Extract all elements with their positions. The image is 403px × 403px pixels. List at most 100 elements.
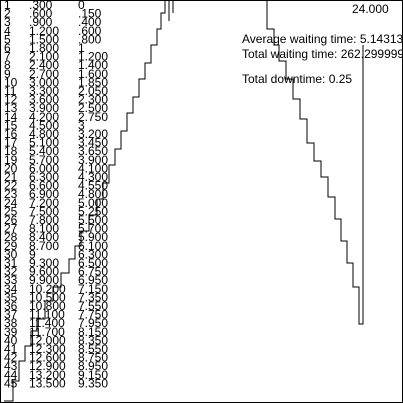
row-service: 2.750 — [78, 110, 108, 124]
row-index: 23 — [4, 187, 18, 201]
row-index: 1 — [4, 1, 11, 12]
row-index: 18 — [4, 144, 18, 158]
row-service: 1.850 — [78, 75, 108, 89]
row-arrival: 5.400 — [29, 144, 59, 158]
row-service: 6.500 — [78, 256, 108, 270]
row-arrival: 4.800 — [29, 127, 59, 141]
row-service: 2.050 — [78, 84, 108, 98]
row-index: 30 — [4, 247, 18, 261]
row-arrival: 8.400 — [29, 230, 59, 244]
row-service: 7.350 — [78, 290, 108, 304]
row-arrival: 1.200 — [29, 24, 59, 38]
row-service: 3.650 — [78, 144, 108, 158]
row-index: 35 — [4, 290, 18, 304]
row-arrival: 8.100 — [29, 222, 59, 236]
row-arrival: 11.400 — [29, 316, 65, 330]
row-arrival: 11.100 — [29, 308, 65, 322]
row-service: 7.750 — [78, 308, 108, 322]
row-arrival: 1.800 — [29, 41, 59, 55]
row-service: 4.100 — [78, 161, 108, 175]
row-arrival: 9 — [29, 247, 36, 261]
row-service: 8.750 — [78, 351, 108, 365]
row-arrival: 2.100 — [29, 50, 59, 64]
row-index: 10 — [4, 75, 18, 89]
row-service: 3 — [78, 118, 85, 132]
row-arrival: 10.200 — [29, 282, 66, 296]
row-arrival: 5.100 — [29, 136, 59, 150]
row-arrival: 6.600 — [29, 179, 59, 193]
row-index: 44 — [4, 368, 18, 382]
row-service: 4.550 — [78, 179, 108, 193]
row-service: 8.550 — [78, 342, 108, 356]
row-arrival: 3.300 — [29, 84, 59, 98]
row-index: 27 — [4, 222, 18, 236]
row-arrival: 6.000 — [29, 161, 59, 175]
row-service: 7.950 — [78, 316, 108, 330]
row-service: 1.600 — [78, 67, 108, 81]
row-service: 6.750 — [78, 265, 108, 279]
row-arrival: 4.200 — [29, 110, 59, 124]
row-service: 4.800 — [78, 187, 108, 201]
average-waiting-time-label: Average waiting time: 5.1431372 — [242, 32, 403, 46]
row-service: 9.350 — [78, 376, 108, 390]
row-arrival: 10.800 — [29, 299, 66, 313]
row-index: 26 — [4, 213, 18, 227]
row-arrival: 7.800 — [29, 213, 59, 227]
row-arrival: 6.900 — [29, 187, 59, 201]
row-arrival: 5.700 — [29, 153, 59, 167]
row-arrival: 11.700 — [29, 325, 65, 339]
row-index: 7 — [4, 50, 11, 64]
row-arrival: 3.600 — [29, 93, 59, 107]
row-service: 2.300 — [78, 93, 108, 107]
departure-trace — [266, 1, 364, 325]
row-arrival: 9.900 — [29, 273, 59, 287]
total-waiting-time-label: Total waiting time: 262.29999999 — [242, 47, 403, 61]
row-index: 43 — [4, 359, 18, 373]
row-index: 21 — [4, 170, 18, 184]
row-service: 8.950 — [78, 359, 108, 373]
row-arrival: 12.600 — [29, 351, 66, 365]
row-index: 25 — [4, 204, 18, 218]
row-service: 3.900 — [78, 153, 108, 167]
row-arrival: 8.700 — [29, 239, 59, 253]
row-service: 5.250 — [78, 204, 108, 218]
row-service: 6.100 — [78, 239, 108, 253]
row-service: 3.450 — [78, 136, 108, 150]
row-arrival: 10.500 — [29, 290, 66, 304]
row-index: 11 — [4, 84, 17, 98]
row-index: 41 — [4, 342, 18, 356]
row-service: 3.200 — [78, 127, 108, 141]
row-service: 0 — [78, 1, 85, 12]
end-time-label: 24.000 — [352, 2, 389, 16]
row-index: 12 — [4, 93, 18, 107]
row-index: 3 — [4, 15, 11, 29]
row-service: 5.700 — [78, 222, 108, 236]
row-index: 42 — [4, 351, 18, 365]
row-service: 7.550 — [78, 299, 108, 313]
row-index: 2 — [4, 7, 11, 21]
row-index: 13 — [4, 101, 18, 115]
row-service: .400 — [78, 15, 102, 29]
row-arrival: 9.300 — [29, 256, 59, 270]
row-index: 20 — [4, 161, 18, 175]
row-arrival: 13.200 — [29, 368, 66, 382]
row-arrival: 12.300 — [29, 342, 66, 356]
row-service: 7.150 — [78, 282, 108, 296]
row-arrival: 7.200 — [29, 196, 59, 210]
row-arrival: 1.500 — [29, 32, 59, 46]
row-service: 1 — [78, 41, 85, 55]
row-index: 5 — [4, 32, 11, 46]
row-arrival: 4.500 — [29, 118, 59, 132]
row-arrival: 7.500 — [29, 204, 59, 218]
row-arrival: 2.400 — [29, 58, 59, 72]
row-arrival: 12.000 — [29, 333, 66, 347]
row-arrival: 6.300 — [29, 170, 59, 184]
row-index: 14 — [4, 110, 18, 124]
row-service: 5.900 — [78, 230, 108, 244]
row-index: 33 — [4, 273, 18, 287]
row-service: 6.300 — [78, 247, 108, 261]
row-index: 34 — [4, 282, 18, 296]
row-index: 40 — [4, 333, 18, 347]
row-index: 24 — [4, 196, 18, 210]
